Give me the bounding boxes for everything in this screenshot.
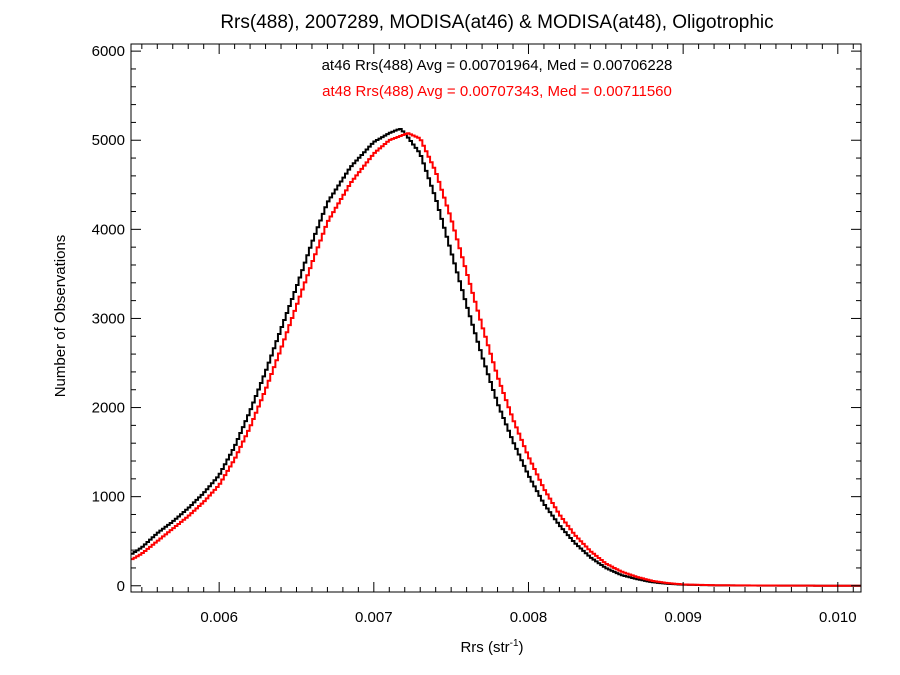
y-axis-label: Number of Observations <box>52 235 69 398</box>
x-tick-label: 0.010 <box>819 609 857 626</box>
y-tick-label: 3000 <box>92 310 125 327</box>
x-axis-label-superscript: -1 <box>510 638 519 649</box>
y-tick-label: 5000 <box>92 132 125 149</box>
y-tick-label: 4000 <box>92 221 125 238</box>
y-tick-label: 2000 <box>92 400 125 417</box>
series-line-at46 <box>131 127 861 587</box>
y-tick-label: 1000 <box>92 489 125 506</box>
series-layer <box>131 127 861 587</box>
x-axis-label-close: ) <box>519 639 524 656</box>
x-tick-label: 0.008 <box>510 609 548 626</box>
x-tick-label: 0.006 <box>200 609 238 626</box>
x-axis-label-main: Rrs (str <box>460 639 509 656</box>
x-tick-label: 0.009 <box>664 609 702 626</box>
y-tick-label: 0 <box>117 578 125 595</box>
plot-frame <box>130 43 862 593</box>
axes: 0.006 0.007 0.008 0.009 0.010 0 1000 2000 3000 40… <box>92 43 862 626</box>
y-tick-label: 6000 <box>92 43 125 60</box>
chart-title: Rrs(488), 2007289, MODISA(at46) & MODISA… <box>220 12 773 33</box>
series-annotation-at48: at48 Rrs(488) Avg = 0.00707343, Med = 0.… <box>322 83 672 100</box>
x-tick-label: 0.007 <box>355 609 393 626</box>
series-line-at48 <box>131 132 861 587</box>
x-axis-label: Rrs (str-1) <box>460 638 523 656</box>
series-annotation-at46: at46 Rrs(488) Avg = 0.00701964, Med = 0.… <box>322 57 673 74</box>
